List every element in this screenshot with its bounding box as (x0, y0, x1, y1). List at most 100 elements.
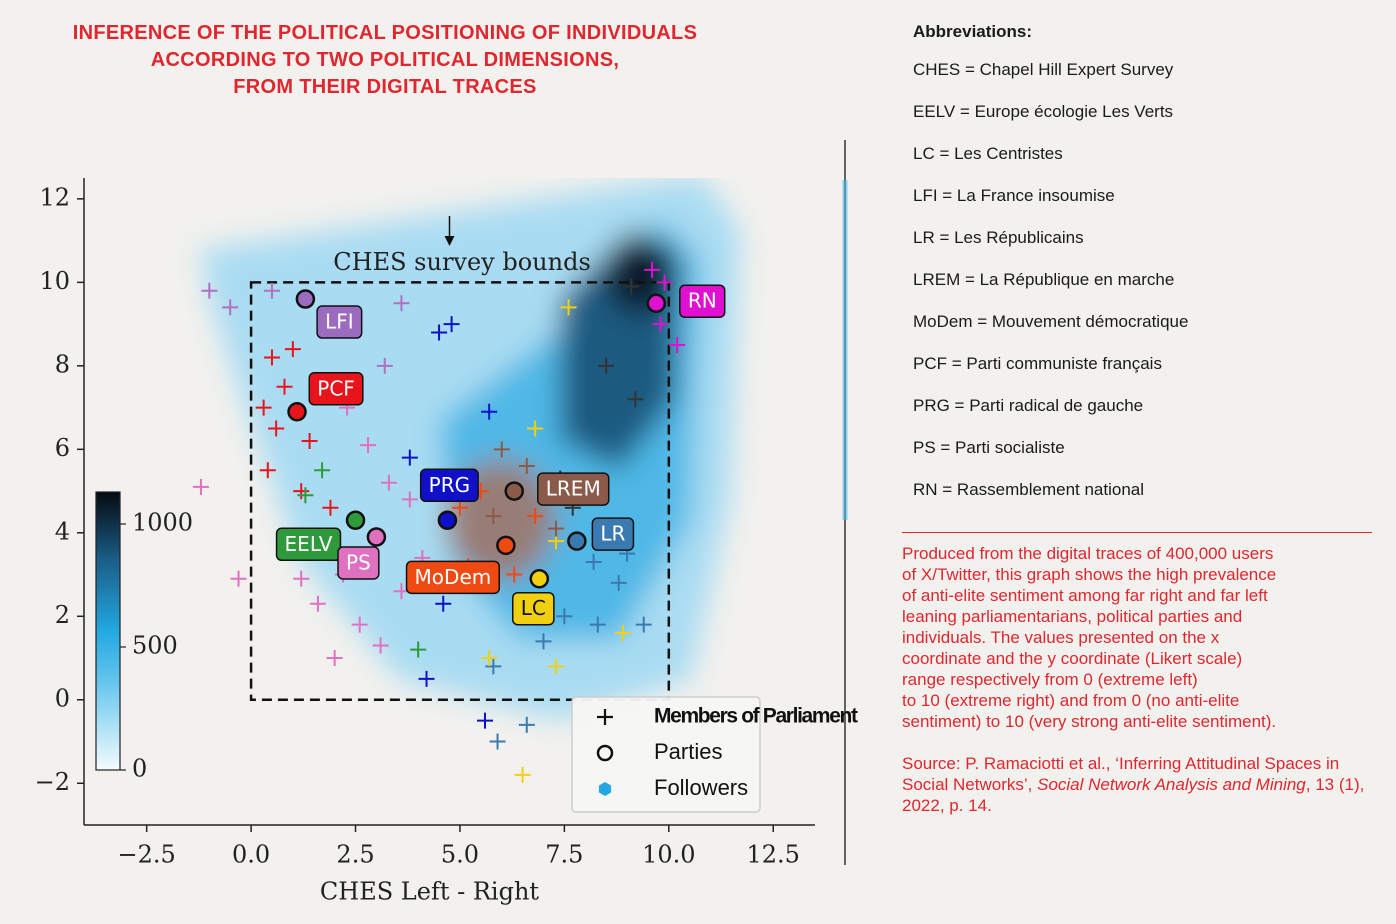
legend-label: Followers (654, 775, 748, 800)
member-marker (393, 295, 410, 312)
abbreviation: LC = Les Centristes (913, 144, 1063, 163)
member-marker (518, 458, 535, 475)
abbreviation: PRG = Parti radical de gauche (913, 396, 1144, 415)
member-marker (493, 441, 510, 458)
y-tick-label: −2 (35, 768, 70, 796)
member-marker (627, 391, 644, 408)
party-label-box (337, 546, 380, 580)
party-label-text: LC (521, 596, 546, 620)
member-marker (514, 766, 531, 783)
legend-marker (598, 782, 612, 796)
description-line: range respectively from 0 (extreme left) (902, 670, 1198, 689)
member-marker (301, 432, 318, 449)
description-line: coordinate and the y coordinate (Likert … (902, 649, 1243, 668)
member-marker (401, 449, 418, 466)
party-label: LR (591, 517, 635, 551)
member-marker (535, 633, 552, 650)
party-label-text: EELV (285, 532, 333, 556)
member-marker (372, 637, 389, 654)
member-marker (268, 420, 285, 437)
member-marker (263, 349, 280, 366)
x-tick-label: −2.5 (118, 841, 176, 869)
party-label: RN (679, 284, 726, 318)
party-label-box (308, 372, 364, 406)
description-line: sentiment) to 10 (very strong anti-elite… (902, 712, 1277, 731)
member-marker (556, 608, 573, 625)
member-marker (548, 520, 565, 537)
colorbar-tick-label: 0 (132, 755, 147, 783)
x-tick-label: 12.5 (747, 841, 800, 869)
party-marker (345, 510, 366, 531)
member-marker (263, 282, 280, 299)
party-label-box (537, 472, 610, 506)
legend-label: Members of Parliament (654, 705, 858, 728)
member-marker (192, 478, 209, 495)
party-label: LREM (537, 472, 610, 506)
party-label: LFI (316, 305, 363, 339)
member-marker (610, 574, 627, 591)
member-marker (431, 324, 448, 341)
y-tick-label: 2 (55, 601, 70, 629)
member-marker (598, 357, 615, 374)
member-marker (222, 299, 239, 316)
party-label-box (512, 591, 555, 626)
party-marker (295, 289, 316, 309)
member-marker (669, 336, 686, 353)
party-marker (504, 481, 524, 501)
party-label-box (405, 560, 500, 595)
party-label-text: MoDem (415, 565, 492, 589)
member-marker (255, 399, 272, 416)
member-marker (326, 650, 343, 667)
abbreviation: LR = Les Républicains (913, 228, 1084, 247)
abbreviation: CHES = Chapel Hill Expert Survey (913, 60, 1174, 79)
y-tick-label: 4 (55, 517, 70, 545)
member-marker (309, 595, 326, 612)
abbreviation: LFI = La France insoumise (913, 186, 1115, 205)
abbreviation: RN = Rassemblement national (913, 480, 1145, 499)
party-label: LC (512, 591, 555, 626)
party-label: PRG (419, 468, 479, 503)
party-label-text: RN (688, 289, 717, 313)
member-marker (322, 499, 339, 516)
party-label-text: LFI (325, 310, 354, 334)
abbreviations-title: Abbreviations: (913, 22, 1033, 41)
description-line: to 10 (extreme right) and from 0 (no ant… (902, 691, 1240, 710)
member-marker (276, 378, 293, 395)
party-marker (567, 531, 587, 551)
annotation: CHES survey bounds (333, 248, 590, 276)
party-label-text: LR (600, 522, 625, 546)
legend: Members of Parliament Parties Followers (571, 696, 858, 813)
legend-label: Parties (654, 739, 722, 764)
party-marker (646, 293, 667, 313)
member-marker (314, 462, 331, 479)
member-marker (527, 508, 544, 525)
party-marker (496, 535, 516, 556)
abbreviation: EELV = Europe écologie Les Verts (913, 102, 1174, 121)
description-line: individuals. The values presented on the… (902, 628, 1220, 647)
abbreviation: LREM = La République en marche (913, 270, 1175, 289)
member-marker (435, 595, 452, 612)
member-marker (297, 487, 314, 504)
abbreviation: PCF = Parti communiste français (913, 354, 1162, 373)
y-tick-label: 12 (39, 183, 70, 211)
y-tick-label: 8 (55, 350, 70, 378)
member-marker (481, 650, 498, 667)
colorbar-tick-label: 500 (132, 631, 178, 659)
legend-marker (596, 744, 614, 762)
abbreviations-list: CHES = Chapel Hill Expert Survey EELV = E… (913, 60, 1188, 522)
member-marker (201, 282, 218, 299)
party-label: EELV (275, 527, 342, 562)
member-marker (652, 316, 669, 333)
member-marker (585, 554, 602, 571)
party-label-box (419, 468, 479, 503)
description-line: of X/Twitter, this graph shows the high … (902, 565, 1277, 584)
colorbar (95, 491, 121, 771)
member-marker (560, 299, 577, 316)
member-marker (477, 712, 494, 729)
member-marker (635, 616, 652, 633)
member-marker (481, 403, 498, 420)
y-tick-label: 10 (39, 267, 70, 295)
member-marker (418, 670, 435, 687)
y-tick-label: 0 (55, 684, 70, 712)
